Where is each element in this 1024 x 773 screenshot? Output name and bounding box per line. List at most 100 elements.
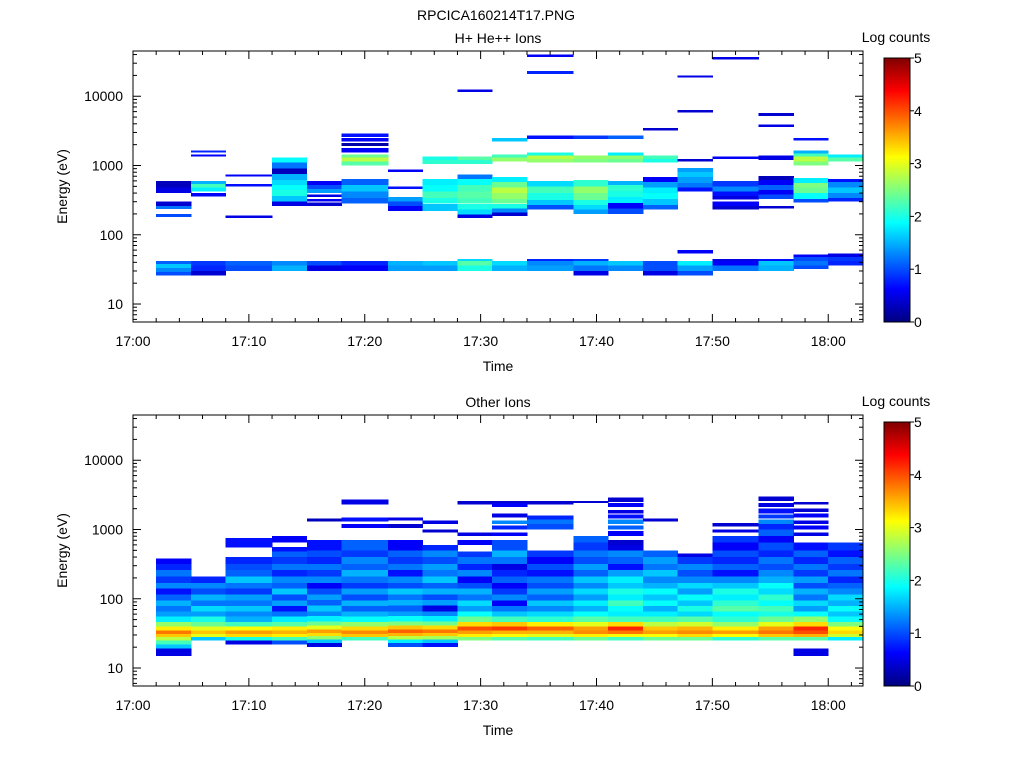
heatmap-cell (793, 626, 829, 631)
heatmap-cell (828, 154, 863, 158)
heatmap-cell (758, 529, 794, 537)
heatmap-cell (712, 630, 760, 634)
heatmap-cell (642, 582, 678, 589)
heatmap-cell (677, 630, 713, 634)
heatmap-cell (306, 576, 342, 583)
heatmap-cell (422, 191, 458, 198)
heatmap-cell (225, 630, 273, 634)
colorbar-tick-label: 1 (914, 261, 922, 277)
heatmap-cell (573, 637, 609, 641)
heatmap-cell (225, 616, 273, 623)
heatmap-cell (190, 630, 227, 634)
heatmap-cell (712, 542, 760, 551)
heatmap-cell (306, 582, 342, 589)
heatmap-cell (608, 634, 644, 638)
heatmap-cell (608, 510, 644, 514)
heatmap-cell (712, 576, 760, 583)
heatmap-cell (828, 557, 863, 564)
heatmap-cell (828, 178, 863, 182)
heatmap-cell (387, 625, 424, 630)
heatmap-cell (272, 265, 308, 271)
heatmap-cell (642, 193, 678, 199)
heatmap-cell (608, 544, 644, 551)
heatmap-cell (608, 514, 644, 519)
heatmap-cell (527, 606, 574, 612)
colorbar-tick-label: 5 (914, 50, 922, 66)
heatmap-cell (156, 187, 192, 194)
heatmap-cell (608, 594, 644, 601)
heatmap-cell (793, 542, 829, 551)
heatmap-cell (758, 185, 794, 191)
heatmap-cell (387, 600, 424, 606)
heatmap-cell (156, 213, 192, 218)
colorbar (883, 421, 911, 687)
heatmap-cell (341, 524, 389, 528)
heatmap-cell (527, 204, 574, 210)
heatmap-cell (156, 268, 192, 272)
heatmap-cell (422, 625, 458, 630)
heatmap-cell (422, 557, 458, 564)
heatmap-cell (608, 497, 644, 502)
heatmap-cell (527, 588, 574, 595)
heatmap-cell (712, 260, 760, 266)
heatmap-cell (225, 174, 273, 177)
heatmap-cell (492, 198, 528, 204)
heatmap-cell (225, 184, 273, 187)
heatmap-cell (758, 508, 794, 514)
heatmap-cell (828, 600, 863, 607)
heatmap-cell (828, 637, 863, 641)
heatmap-cell (457, 630, 493, 634)
heatmap-cell (156, 563, 192, 570)
x-tick-label: 17:50 (695, 697, 730, 713)
heatmap-cell (272, 606, 308, 612)
heatmap-cell (677, 563, 713, 570)
y-tick-label: 1000 (92, 521, 123, 537)
heatmap-cell (422, 629, 458, 633)
heatmap-cell (677, 594, 713, 601)
heatmap-cell (608, 582, 644, 589)
heatmap-cell (712, 201, 760, 206)
heatmap-cell (712, 191, 760, 197)
heatmap-cell (387, 629, 424, 633)
heatmap-cell (156, 594, 192, 601)
heatmap-cell (677, 570, 713, 577)
heatmap-cell (677, 271, 713, 276)
heatmap-cell (573, 500, 609, 504)
x-tick-label: 17:20 (347, 697, 382, 713)
heatmap-cell (306, 570, 342, 577)
heatmap-cell (225, 626, 273, 631)
heatmap-cell (492, 520, 528, 524)
heatmap-cell (492, 594, 528, 601)
heatmap-cell (793, 260, 829, 266)
heatmap-cell (758, 194, 794, 199)
heatmap-cell (492, 187, 528, 194)
heatmap-cell (225, 640, 273, 645)
heatmap-cell (306, 600, 342, 606)
heatmap-cell (828, 576, 863, 583)
heatmap-cell (677, 75, 713, 78)
heatmap-cell (225, 557, 273, 564)
heatmap-cell (492, 563, 528, 570)
heatmap-cell (828, 630, 863, 634)
heatmap-cell (677, 634, 713, 638)
heatmap-cell (677, 582, 713, 589)
heatmap-cell (793, 525, 829, 530)
heatmap-cell (608, 637, 644, 641)
heatmap-cell (573, 622, 609, 627)
heatmap-cell (758, 630, 794, 634)
heatmap-cell (306, 185, 342, 189)
heatmap-cell (608, 135, 644, 140)
heatmap-cell (793, 550, 829, 557)
heatmap-cells (156, 496, 863, 656)
heatmap-cell (422, 633, 458, 636)
heatmap-cell (492, 177, 528, 182)
heatmap-cell (341, 161, 389, 166)
heatmap-cell (457, 626, 493, 631)
heatmap-cell (793, 630, 829, 634)
heatmap-cell (793, 622, 829, 627)
heatmap-cell (341, 611, 389, 617)
heatmap-cell (608, 503, 644, 508)
heatmap-cell (457, 185, 493, 192)
heatmap-cell (758, 616, 794, 623)
heatmap-cell (573, 271, 609, 276)
